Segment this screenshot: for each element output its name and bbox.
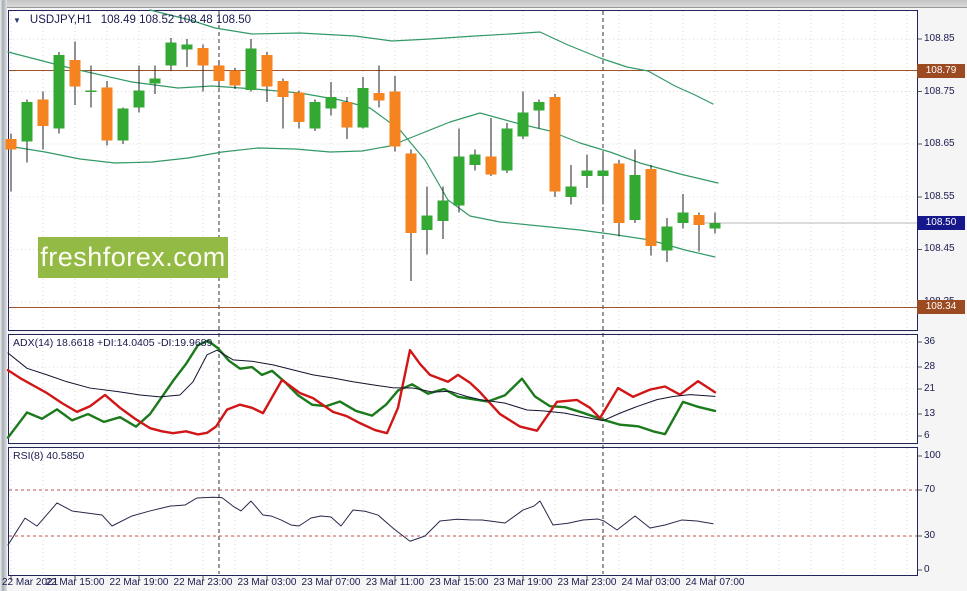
time-axis-label: 23 Mar 23:00 — [557, 577, 617, 588]
rsi-indicator-label: RSI(8) 40.5850 — [13, 450, 85, 462]
window-top-edge — [0, 0, 967, 8]
window-left-edge — [0, 0, 7, 591]
price-axis-label: 108.65 — [924, 138, 955, 150]
time-axis-label: 22 Mar 2021 — [2, 577, 59, 588]
broker-watermark: freshforex.com — [38, 237, 228, 278]
symbol-period-label: USDJPY,H1 — [29, 14, 92, 26]
adx-scale-label: 21 — [924, 382, 936, 394]
adx-indicator-label: ADX(14) 18.6618 +DI:14.0405 -DI:19.9689 — [13, 337, 213, 349]
adx-indicator-panel[interactable] — [8, 334, 918, 444]
rsi-scale-label: 100 — [924, 450, 941, 461]
adx-scale-label: 28 — [924, 361, 936, 373]
rsi-scale-label: 30 — [924, 529, 936, 541]
time-axis-label: 23 Mar 15:00 — [429, 577, 489, 588]
time-axis-label: 22 Mar 15:00 — [45, 577, 105, 588]
time-axis-label: 23 Mar 07:00 — [301, 577, 361, 588]
time-axis-label: 22 Mar 19:00 — [109, 577, 169, 588]
rsi-indicator-panel[interactable] — [8, 447, 918, 576]
time-axis-label: 23 Mar 19:00 — [493, 577, 553, 588]
adx-scale-label: 13 — [924, 408, 936, 420]
rsi-scale-label: 0 — [924, 564, 930, 575]
current-price-badge: 108.50 — [917, 216, 965, 231]
adx-scale-label: 6 — [924, 429, 930, 441]
chart-title: ▼ USDJPY,H1 108.49 108.52 108.48 108.50 — [13, 14, 251, 26]
level-price-badge: 108.79 — [917, 63, 965, 78]
time-axis-label: 24 Mar 07:00 — [685, 577, 745, 588]
quote-ohlc-label: 108.49 108.52 108.48 108.50 — [100, 14, 251, 26]
price-axis-label: 108.85 — [924, 33, 955, 44]
time-axis-label: 23 Mar 11:00 — [365, 577, 425, 588]
time-axis-label: 22 Mar 23:00 — [173, 577, 233, 588]
triangle-down-icon: ▼ — [13, 15, 21, 25]
time-axis-label: 23 Mar 03:00 — [237, 577, 297, 588]
time-axis-label: 24 Mar 03:00 — [621, 577, 681, 588]
level-price-badge: 108.34 — [917, 300, 965, 315]
rsi-scale-label: 70 — [924, 484, 936, 496]
adx-scale-label: 36 — [924, 336, 936, 347]
price-axis-label: 108.75 — [924, 85, 955, 97]
price-axis-label: 108.45 — [924, 243, 955, 255]
price-chart-panel[interactable] — [8, 10, 918, 331]
price-axis-label: 108.55 — [924, 190, 955, 202]
